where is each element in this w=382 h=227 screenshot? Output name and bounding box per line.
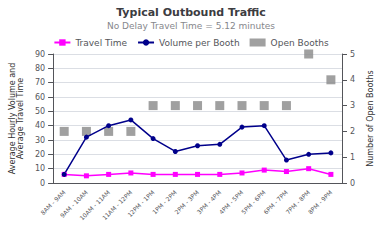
- svg-text:8PM - 9PM: 8PM - 9PM: [306, 189, 333, 216]
- svg-text:10AM - 11AM: 10AM - 11AM: [78, 188, 112, 222]
- svg-text:1: 1: [350, 153, 355, 162]
- svg-text:90: 90: [35, 50, 45, 59]
- svg-text:8AM - 9AM: 8AM - 9AM: [39, 188, 67, 217]
- svg-text:10: 10: [35, 164, 45, 173]
- svg-text:Volume per Booth: Volume per Booth: [159, 38, 240, 48]
- svg-text:4: 4: [350, 75, 355, 84]
- svg-text:Travel Time: Travel Time: [74, 38, 127, 48]
- svg-text:Average Travel Time: Average Travel Time: [16, 78, 25, 159]
- svg-text:Open Booths: Open Booths: [271, 38, 329, 48]
- svg-text:3PM - 4PM: 3PM - 4PM: [195, 188, 223, 216]
- svg-text:7PM - 8PM: 7PM - 8PM: [284, 188, 312, 216]
- svg-text:5PM - 6PM: 5PM - 6PM: [239, 188, 267, 216]
- svg-text:1PM - 2PM: 1PM - 2PM: [150, 188, 178, 216]
- svg-text:4PM - 5PM: 4PM - 5PM: [217, 188, 245, 216]
- svg-text:3: 3: [350, 101, 355, 110]
- svg-text:20: 20: [35, 150, 45, 159]
- svg-text:40: 40: [35, 121, 45, 130]
- svg-text:5: 5: [350, 50, 355, 59]
- svg-text:11AM - 12PM: 11AM - 12PM: [100, 188, 134, 222]
- svg-text:12PM - 1PM: 12PM - 1PM: [126, 189, 156, 219]
- svg-text:Typical Outbound Traffic: Typical Outbound Traffic: [116, 6, 266, 19]
- svg-text:30: 30: [35, 136, 45, 145]
- svg-text:80: 80: [35, 64, 45, 73]
- svg-text:Average Hourly Volume and: Average Hourly Volume and: [7, 62, 17, 175]
- svg-text:9AM - 10AM: 9AM - 10AM: [58, 188, 89, 219]
- svg-text:0: 0: [40, 179, 45, 188]
- svg-text:70: 70: [35, 78, 45, 87]
- svg-text:60: 60: [35, 93, 45, 102]
- svg-text:50: 50: [35, 107, 45, 116]
- svg-text:6PM - 7PM: 6PM - 7PM: [262, 188, 289, 216]
- svg-text:0: 0: [350, 179, 355, 188]
- svg-text:2PM - 3PM: 2PM - 3PM: [173, 188, 200, 216]
- svg-text:No Delay Travel Time = 5.12 mi: No Delay Travel Time = 5.12 minutes: [107, 21, 275, 31]
- svg-text:Number of Open Booths: Number of Open Booths: [366, 70, 375, 167]
- svg-text:2: 2: [350, 127, 355, 136]
